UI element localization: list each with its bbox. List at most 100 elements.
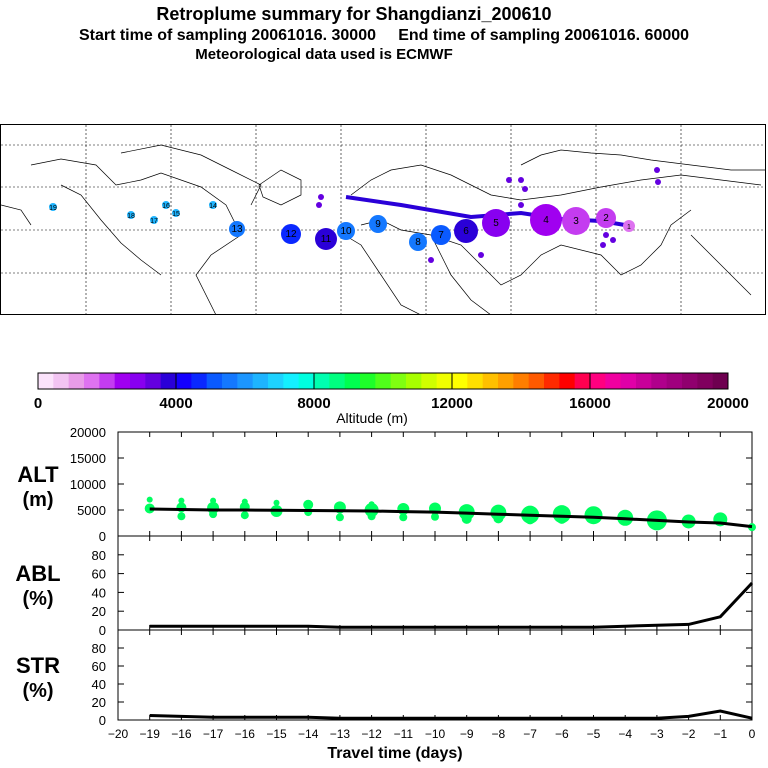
colorbar-cell — [574, 373, 591, 389]
y-tick-label: 60 — [92, 567, 106, 582]
colorbar-cell — [298, 373, 315, 389]
alt-scatter-point — [273, 499, 280, 506]
colorbar-cell — [712, 373, 729, 389]
colorbar-cell — [467, 373, 484, 389]
colorbar-cell — [620, 373, 637, 389]
x-tick-label: −15 — [266, 727, 287, 741]
x-tick-label: 0 — [749, 727, 756, 741]
x-tick-label: −10 — [425, 727, 446, 741]
coastlines — [1, 144, 765, 314]
colorbar-cell — [605, 373, 622, 389]
colorbar-cell — [99, 373, 116, 389]
panel-alt-line — [149, 507, 753, 529]
plume-cluster-label: 6 — [463, 226, 469, 237]
plume-cluster-label: 8 — [415, 237, 421, 248]
plume-cluster-label: 2 — [603, 213, 609, 224]
alt-scatter-point — [178, 497, 185, 504]
panel-alt: 0 5000 10000 15000 20000 ALT(m) — [17, 428, 756, 544]
colorbar-cell — [53, 373, 70, 389]
sampling-times: Start time of sampling 20061016. 30000 E… — [0, 27, 768, 45]
colorbar-tick-label: 0 — [34, 395, 42, 412]
y-tick-label: 60 — [92, 659, 106, 674]
x-tick-label: −14 — [298, 727, 319, 741]
y-tick-label: 15000 — [70, 451, 106, 466]
panel-str-line — [149, 709, 753, 720]
colorbar-cell — [344, 373, 361, 389]
panel-ylabel-line2: (%) — [22, 680, 53, 702]
plume-cluster-label: 4 — [543, 215, 549, 226]
plume-cluster-label: 16 — [162, 203, 170, 210]
plume-cluster-label: 3 — [573, 216, 579, 227]
colorbar-cell — [130, 373, 146, 389]
plume-marker — [603, 232, 609, 238]
colorbar-cells — [38, 373, 729, 389]
end-time-label: End time of sampling 20061016. 60000 — [398, 27, 690, 44]
plume-cluster — [281, 224, 301, 244]
colorbar-cell — [697, 373, 714, 389]
colorbar-cell — [590, 373, 606, 389]
alt-scatter-point — [399, 513, 408, 522]
plume-cluster — [172, 209, 180, 217]
colorbar-cell — [482, 373, 499, 389]
x-tick-label: −1 — [713, 727, 727, 741]
alt-scatter-point — [367, 512, 376, 521]
colorbar-cell — [498, 373, 514, 389]
altitude-colorbar: 0 4000 8000 12000 16000 20000 Altitude (m) — [34, 372, 749, 426]
colorbar-cell — [222, 373, 238, 389]
alt-scatter-point — [335, 513, 344, 522]
colorbar-cell — [452, 373, 468, 389]
plume-marker — [600, 242, 606, 248]
x-tick-label: −2 — [682, 727, 696, 741]
alt-scatter-point — [461, 513, 472, 524]
plume-marker — [610, 237, 616, 243]
alt-scatter-point — [493, 513, 504, 524]
plume-cluster-label: 19 — [49, 205, 57, 212]
x-tick-label: −5 — [587, 727, 601, 741]
y-tick-label: 20000 — [70, 428, 106, 440]
met-data-label: Meteorological data used is ECMWF — [195, 46, 453, 63]
colorbar-tick-label: 8000 — [297, 395, 330, 412]
colorbar-cell — [651, 373, 668, 389]
colorbar-cell — [268, 373, 284, 389]
plume-cluster — [127, 211, 135, 219]
plume-cluster — [530, 204, 562, 236]
colorbar-cell — [666, 373, 683, 389]
plume-cluster — [162, 201, 170, 209]
y-tick-label: 0 — [99, 529, 106, 544]
x-tick-label: −11 — [394, 727, 414, 741]
alt-scatter-point — [146, 496, 153, 503]
plume-cluster-label: 17 — [150, 218, 158, 225]
colorbar-tick-label: 20000 — [707, 395, 749, 412]
x-tick-label: −12 — [361, 727, 382, 741]
colorbar-cell — [559, 373, 576, 389]
plume-cluster — [315, 228, 337, 250]
colorbar-cell — [191, 373, 208, 389]
alt-scatter-point — [240, 511, 249, 520]
colorbar-cell — [160, 373, 177, 389]
colorbar-cell — [406, 373, 422, 389]
colorbar-cell — [68, 373, 85, 389]
plume-marker — [506, 177, 512, 183]
colorbar-cell — [206, 373, 223, 389]
plume-cluster-label: 11 — [321, 234, 332, 245]
plume-marker — [318, 194, 324, 200]
plume-marker — [316, 202, 322, 208]
y-tick-label: 80 — [92, 641, 106, 656]
plume-cluster — [409, 233, 427, 251]
plume-cluster-label: 14 — [209, 203, 217, 210]
x-tick-label: −9 — [460, 727, 474, 741]
plume-cluster-label: 7 — [438, 230, 444, 241]
y-tick-label: 40 — [92, 585, 106, 600]
panel-abl-line — [149, 581, 754, 629]
colorbar-tick-label: 16000 — [569, 395, 611, 412]
colorbar-cell — [252, 373, 269, 389]
panel-ylabel-line2: (m) — [22, 489, 53, 511]
alt-scatter-point — [303, 499, 314, 510]
colorbar-cell — [114, 373, 131, 389]
plume-marker — [478, 252, 484, 258]
y-tick-label: 10000 — [70, 477, 106, 492]
panel-frame — [117, 535, 753, 631]
colorbar-tick-label: 4000 — [159, 395, 192, 412]
colorbar-cell — [329, 373, 346, 389]
